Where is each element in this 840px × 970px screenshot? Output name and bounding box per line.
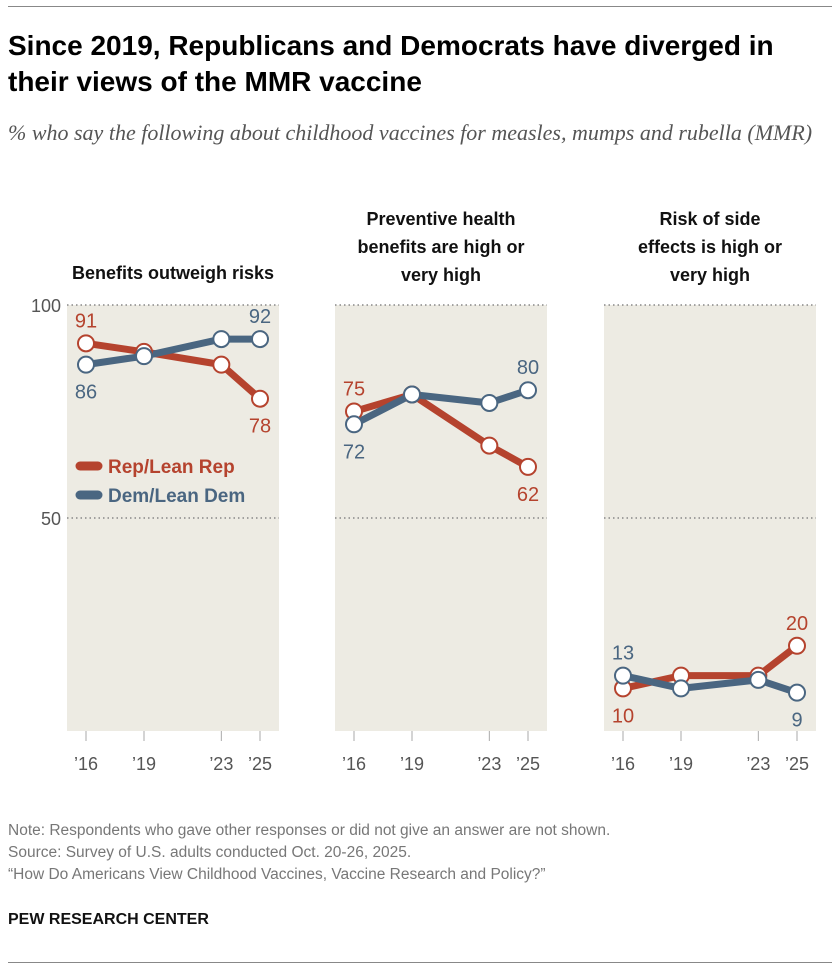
series-line-dem (622, 672, 799, 696)
x-tick-label: ’23 (746, 754, 770, 774)
data-point (251, 389, 269, 408)
data-point (135, 347, 153, 366)
top-rule (8, 6, 832, 7)
data-point (480, 436, 499, 455)
data-point (519, 381, 537, 400)
data-label: 78 (249, 416, 271, 438)
data-point (77, 355, 95, 374)
x-tick-label: ’16 (611, 754, 635, 774)
report-title: “How Do Americans View Childhood Vaccine… (8, 866, 546, 883)
data-label: 10 (612, 705, 634, 727)
x-tick-label: ’19 (132, 754, 156, 774)
y-tick-label: 100 (31, 296, 61, 316)
data-point (480, 393, 499, 412)
source: Source: Survey of U.S. adults conducted … (8, 844, 412, 861)
data-point (251, 330, 269, 349)
data-label: 20 (786, 613, 808, 635)
data-point (614, 666, 632, 685)
brand-logo: PEW RESEARCH CENTER (8, 911, 209, 928)
chart-title: Since 2019, Republicans and Democrats ha… (8, 30, 774, 97)
x-tick-label: ’19 (669, 754, 693, 774)
note: Note: Respondents who gave other respons… (8, 822, 611, 839)
data-point (788, 683, 806, 702)
legend-label: Rep/Lean Rep (108, 457, 235, 478)
data-point (403, 385, 421, 404)
data-label: 13 (612, 643, 634, 665)
data-point (788, 636, 806, 655)
notes: Note: Respondents who gave other respons… (8, 820, 610, 886)
panel-title: Preventive health (366, 209, 515, 229)
panel-title: benefits are high or (357, 237, 524, 257)
x-tick-label: ’23 (209, 754, 233, 774)
data-label: 91 (75, 310, 97, 332)
bottom-rule (8, 962, 832, 963)
data-label: 72 (343, 441, 365, 463)
x-tick-label: ’16 (74, 754, 98, 774)
data-point (519, 457, 537, 476)
x-tick-label: ’25 (248, 754, 272, 774)
data-label: 86 (75, 382, 97, 404)
data-point (672, 679, 690, 698)
panel-title: effects is high or (638, 237, 782, 257)
series-line-rep (85, 339, 263, 402)
panel-title: Risk of side (659, 209, 760, 229)
chart-subtitle: % who say the following about childhood … (8, 120, 813, 145)
data-point (345, 415, 363, 434)
panel-title: very high (401, 265, 481, 285)
panel-title: very high (670, 265, 750, 285)
x-tick-label: ’25 (516, 754, 540, 774)
data-label: 80 (517, 357, 539, 379)
legend-label: Dem/Lean Dem (108, 486, 245, 507)
panel-title: Benefits outweigh risks (72, 263, 274, 283)
x-tick-label: ’23 (477, 754, 501, 774)
y-tick-label: 50 (41, 509, 61, 529)
series-line-dem (352, 386, 530, 428)
data-label: 9 (791, 710, 802, 732)
data-point (212, 330, 231, 349)
series-line-dem (85, 335, 260, 369)
data-label: 62 (517, 484, 539, 506)
x-tick-label: ’16 (342, 754, 366, 774)
x-tick-label: ’19 (400, 754, 424, 774)
data-point (77, 334, 95, 353)
data-label: 75 (343, 379, 365, 401)
series-line-rep (353, 390, 530, 470)
data-point (749, 670, 768, 689)
data-point (212, 355, 231, 374)
data-label: 92 (249, 306, 271, 328)
x-tick-label: ’25 (785, 754, 809, 774)
